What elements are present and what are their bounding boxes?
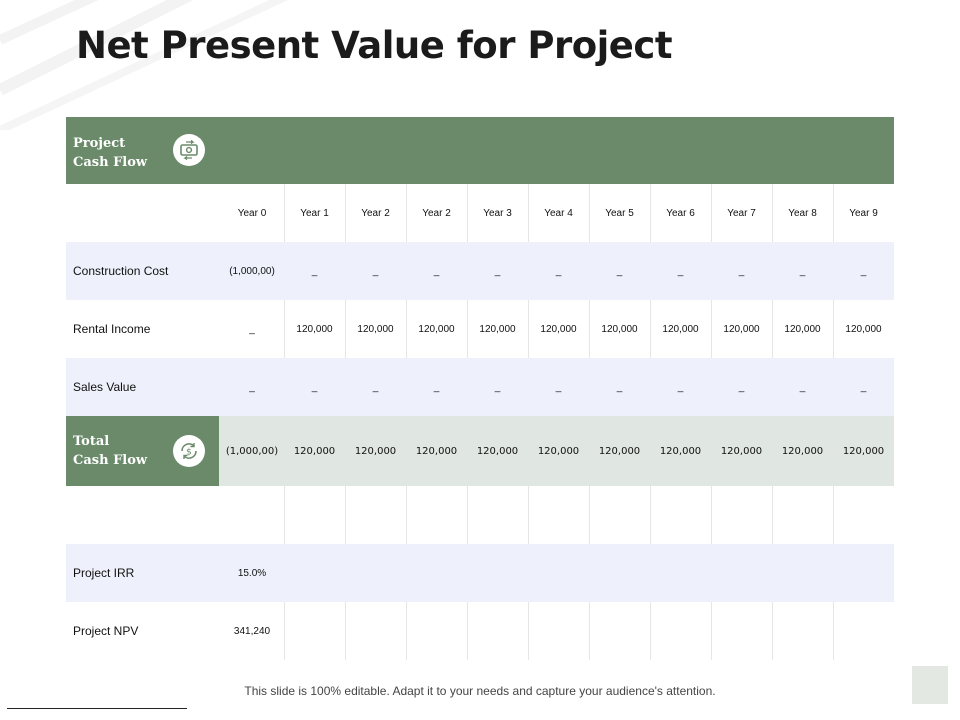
- total-value: 120,000: [781, 445, 824, 457]
- cell-value: 120,000: [662, 323, 699, 335]
- cell-value: _: [433, 381, 440, 393]
- cell-value: (1,000,00): [229, 265, 275, 277]
- npv-table: Project Cash Flow Year 0 Year 1 Year 2 Y…: [66, 117, 894, 660]
- footer-note: This slide is 100% editable. Adapt it to…: [244, 684, 716, 698]
- cell-value: _: [616, 381, 623, 393]
- svg-text:$: $: [186, 448, 192, 458]
- year-header-row: Year 0 Year 1 Year 2 Year 2 Year 3 Year …: [66, 184, 894, 242]
- total-value: 120,000: [720, 445, 763, 457]
- cell-value: _: [433, 265, 440, 277]
- cell-value: 120,000: [601, 323, 638, 335]
- cell-value: _: [860, 381, 867, 393]
- year-label: Year 9: [849, 207, 878, 219]
- cell-value: _: [738, 265, 745, 277]
- header-label-line2: Cash Flow: [73, 155, 148, 170]
- metric-label: Project NPV: [73, 624, 139, 638]
- year-label: Year 1: [300, 207, 329, 219]
- cell-value: _: [738, 381, 745, 393]
- table-row: Sales Value _ _ _ _ _ _ _ _ _ _ _: [66, 358, 894, 416]
- cell-value: 120,000: [418, 323, 455, 335]
- cell-value: _: [494, 265, 501, 277]
- table-row: Rental Income _ 120,000 120,000 120,000 …: [66, 300, 894, 358]
- total-value: 120,000: [476, 445, 519, 457]
- cell-value: _: [494, 381, 501, 393]
- footer-divider: [7, 708, 187, 709]
- cell-value: _: [860, 265, 867, 277]
- cell-value: _: [311, 381, 318, 393]
- page-title: Net Present Value for Project: [76, 24, 673, 67]
- cell-value: 120,000: [540, 323, 577, 335]
- metric-value: 15.0%: [237, 567, 267, 579]
- cell-value: _: [555, 265, 562, 277]
- table-header-bar: Project Cash Flow: [66, 117, 894, 184]
- cell-value: _: [311, 265, 318, 277]
- total-value: 120,000: [537, 445, 580, 457]
- metric-label: Project IRR: [73, 566, 135, 580]
- cell-value: 120,000: [845, 323, 882, 335]
- total-label-line1: Total: [73, 434, 110, 449]
- metric-value: 341,240: [233, 625, 271, 637]
- year-label: Year 7: [727, 207, 756, 219]
- total-label: Total Cash Flow: [73, 432, 147, 470]
- year-label: Year 0: [237, 207, 267, 219]
- refresh-dollar-icon: $: [173, 435, 205, 467]
- header-label: Project Cash Flow: [73, 134, 163, 172]
- cell-value: _: [249, 323, 255, 335]
- cell-value: 120,000: [296, 323, 333, 335]
- total-value: 120,000: [415, 445, 458, 457]
- cell-value: 120,000: [479, 323, 516, 335]
- row-label: Construction Cost: [73, 264, 169, 278]
- cell-value: 120,000: [723, 323, 760, 335]
- spacer-row: [66, 486, 894, 544]
- cell-value: _: [677, 265, 684, 277]
- total-value: 120,000: [293, 445, 336, 457]
- cell-value: _: [799, 265, 806, 277]
- cell-value: _: [616, 265, 623, 277]
- total-label-line2: Cash Flow: [73, 453, 148, 468]
- cell-value: _: [372, 265, 379, 277]
- row-label: Sales Value: [73, 380, 137, 394]
- total-value: 120,000: [659, 445, 702, 457]
- money-exchange-icon: [173, 134, 205, 166]
- total-value: 120,000: [598, 445, 641, 457]
- total-label-block: Total Cash Flow $: [66, 416, 219, 486]
- total-row: Total Cash Flow $ (1,000,00) 120,000 120…: [66, 416, 894, 486]
- metric-row: Project NPV 341,240: [66, 602, 894, 660]
- total-value: 120,000: [842, 445, 885, 457]
- cell-value: _: [677, 381, 684, 393]
- year-label: Year 2: [361, 207, 390, 219]
- metric-row: Project IRR 15.0%: [66, 544, 894, 602]
- year-label: Year 6: [666, 207, 695, 219]
- year-label: Year 3: [483, 207, 512, 219]
- corner-decoration: [912, 666, 948, 704]
- cell-value: 120,000: [357, 323, 394, 335]
- year-label: Year 2: [422, 207, 451, 219]
- total-value: 120,000: [354, 445, 397, 457]
- year-label: Year 5: [605, 207, 634, 219]
- cell-value: _: [249, 381, 255, 393]
- year-label: Year 8: [788, 207, 817, 219]
- cell-value: _: [372, 381, 379, 393]
- year-label: Year 4: [544, 207, 573, 219]
- cell-value: _: [799, 381, 806, 393]
- cell-value: _: [555, 381, 562, 393]
- total-value: (1,000,00): [225, 445, 279, 457]
- header-label-line1: Project: [73, 136, 126, 151]
- table-row: Construction Cost (1,000,00) _ _ _ _ _ _…: [66, 242, 894, 300]
- row-label: Rental Income: [73, 322, 151, 336]
- cell-value: 120,000: [784, 323, 821, 335]
